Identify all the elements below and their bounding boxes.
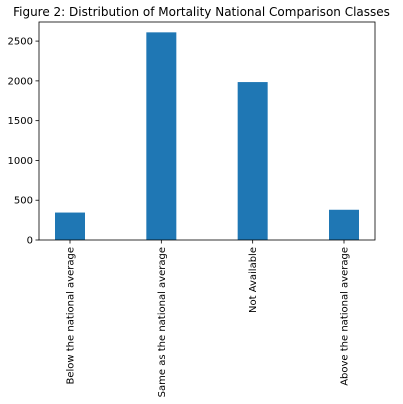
y-tick-label: 1500 — [8, 116, 33, 127]
y-tick-label: 500 — [14, 196, 33, 207]
x-tick-label: Not Available — [248, 247, 259, 313]
bar-0 — [55, 212, 85, 240]
chart-title: Figure 2: Distribution of Mortality Nati… — [13, 5, 390, 19]
bars-group — [55, 32, 359, 241]
bar-3 — [329, 209, 359, 240]
x-tick-label: Same as the national average — [157, 247, 168, 397]
x-axis: Below the national average Same as the na… — [66, 240, 351, 397]
y-axis: 0 500 1000 1500 2000 2500 — [8, 37, 39, 247]
bar-1 — [146, 32, 177, 241]
bar-2 — [237, 82, 268, 241]
y-tick-label: 1000 — [8, 156, 33, 167]
x-tick-label: Below the national average — [66, 247, 77, 385]
y-tick-label: 2000 — [8, 76, 33, 87]
y-tick-label: 2500 — [8, 37, 33, 48]
x-tick-label: Above the national average — [340, 247, 351, 386]
y-tick-label: 0 — [27, 236, 33, 247]
plot-frame — [38, 21, 376, 241]
